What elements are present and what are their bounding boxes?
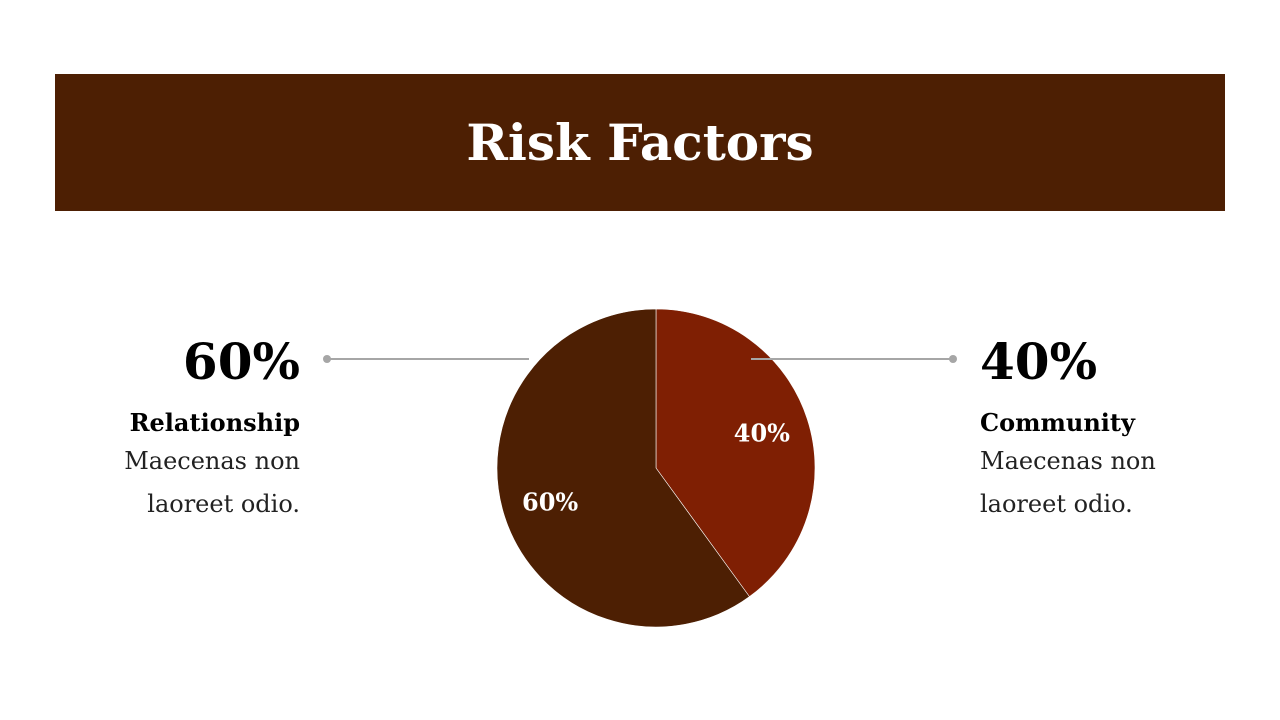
title-banner: Risk Factors [55, 74, 1225, 211]
page-title: Risk Factors [466, 113, 814, 172]
pie-slice-label-0: 40% [734, 419, 790, 448]
pie-slice-label-1: 60% [522, 487, 578, 516]
right-stat-description: Maecenas non laoreet odio. [980, 447, 1156, 518]
right-stat-percent: 40% [980, 332, 1098, 391]
left-stat-name: Relationship [129, 408, 300, 437]
pie-slice-1 [496, 308, 750, 628]
left-stat: 60% Relationship Maecenas non laoreet od… [55, 330, 300, 526]
left-stat-percent: 60% [182, 332, 300, 391]
right-connector-line [751, 358, 953, 360]
pie-chart: 40% 60% [496, 308, 816, 628]
pie-slice-0 [655, 308, 816, 598]
right-connector-dot [949, 355, 957, 363]
left-connector-dot [323, 355, 331, 363]
right-stat-name: Community [980, 408, 1135, 437]
left-stat-description: Maecenas non laoreet odio. [124, 447, 300, 518]
left-connector-line [327, 358, 529, 360]
right-stat: 40% Community Maecenas non laoreet odio. [980, 330, 1225, 526]
